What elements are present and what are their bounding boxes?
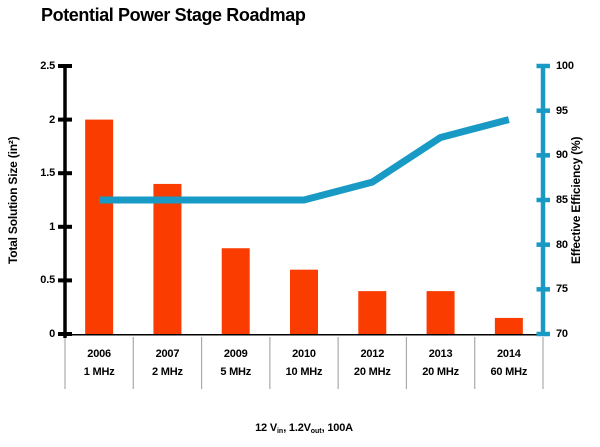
x-category-2007: 2007 2 MHz [133, 346, 201, 388]
left-tick-label-2: 2 [49, 113, 55, 126]
x-category-2010: 2010 10 MHz [270, 346, 338, 388]
x-category-year: 2010 [292, 348, 316, 360]
right-tick-label-95: 95 [556, 104, 568, 117]
caption-text: , 100A [321, 422, 353, 434]
x-category-2014: 2014 60 MHz [475, 346, 543, 388]
x-category-frequency: 10 MHz [285, 366, 323, 378]
left-tick-label-1: 1 [49, 220, 55, 233]
right-tick-label-85: 85 [556, 194, 568, 206]
x-category-year: 2009 [223, 348, 248, 360]
right-tick-label-80: 80 [556, 238, 568, 251]
x-category-frequency: 20 MHz [353, 366, 391, 378]
caption-text: , 1.2V [283, 422, 311, 434]
left-tick-label-2.5: 2.5 [40, 60, 55, 72]
caption-subscript: out [310, 428, 322, 435]
caption-subscript: in [276, 428, 284, 435]
x-category-year: 2006 [87, 348, 111, 360]
caption-text: 12 V [255, 422, 277, 434]
x-category-2006: 2006 1 MHz [65, 346, 133, 388]
x-category-frequency: 5 MHz [220, 366, 252, 378]
bar-2007 [153, 183, 182, 335]
bar-2010 [290, 269, 318, 335]
bar-2012 [358, 291, 387, 335]
right-tick-label-70: 70 [556, 328, 568, 340]
left-tick-label-1.5: 1.5 [40, 167, 55, 180]
right-tick-label-100: 100 [556, 60, 574, 72]
right-tick-label-75: 75 [556, 283, 568, 296]
efficiency-line [99, 116, 510, 204]
x-category-year: 2013 [428, 348, 453, 360]
bar-2013 [426, 291, 455, 335]
left-tick-label-0.5: 0.5 [40, 274, 55, 287]
x-category-year: 2012 [360, 348, 385, 360]
bar-2014 [494, 317, 523, 335]
x-category-2012: 2012 20 MHz [338, 346, 406, 388]
chart-title: Potential Power Stage Roadmap [41, 5, 306, 25]
bar-2006 [85, 119, 114, 335]
x-category-year: 2014 [497, 348, 521, 360]
x-category-frequency: 20 MHz [422, 366, 459, 378]
bar-2009 [221, 248, 250, 335]
x-category-2013: 2013 20 MHz [406, 346, 474, 388]
x-category-frequency: 60 MHz [490, 366, 528, 378]
right-tick-label-90: 90 [556, 149, 568, 162]
x-category-2009: 2009 5 MHz [202, 346, 270, 388]
conditions-caption: 12 Vin, 1.2Vout, 100A [65, 422, 543, 435]
x-category-frequency: 1 MHz [83, 366, 115, 378]
x-category-frequency: 2 MHz [152, 366, 183, 378]
left-tick-label-0: 0 [49, 328, 55, 340]
x-category-year: 2007 [155, 348, 180, 360]
